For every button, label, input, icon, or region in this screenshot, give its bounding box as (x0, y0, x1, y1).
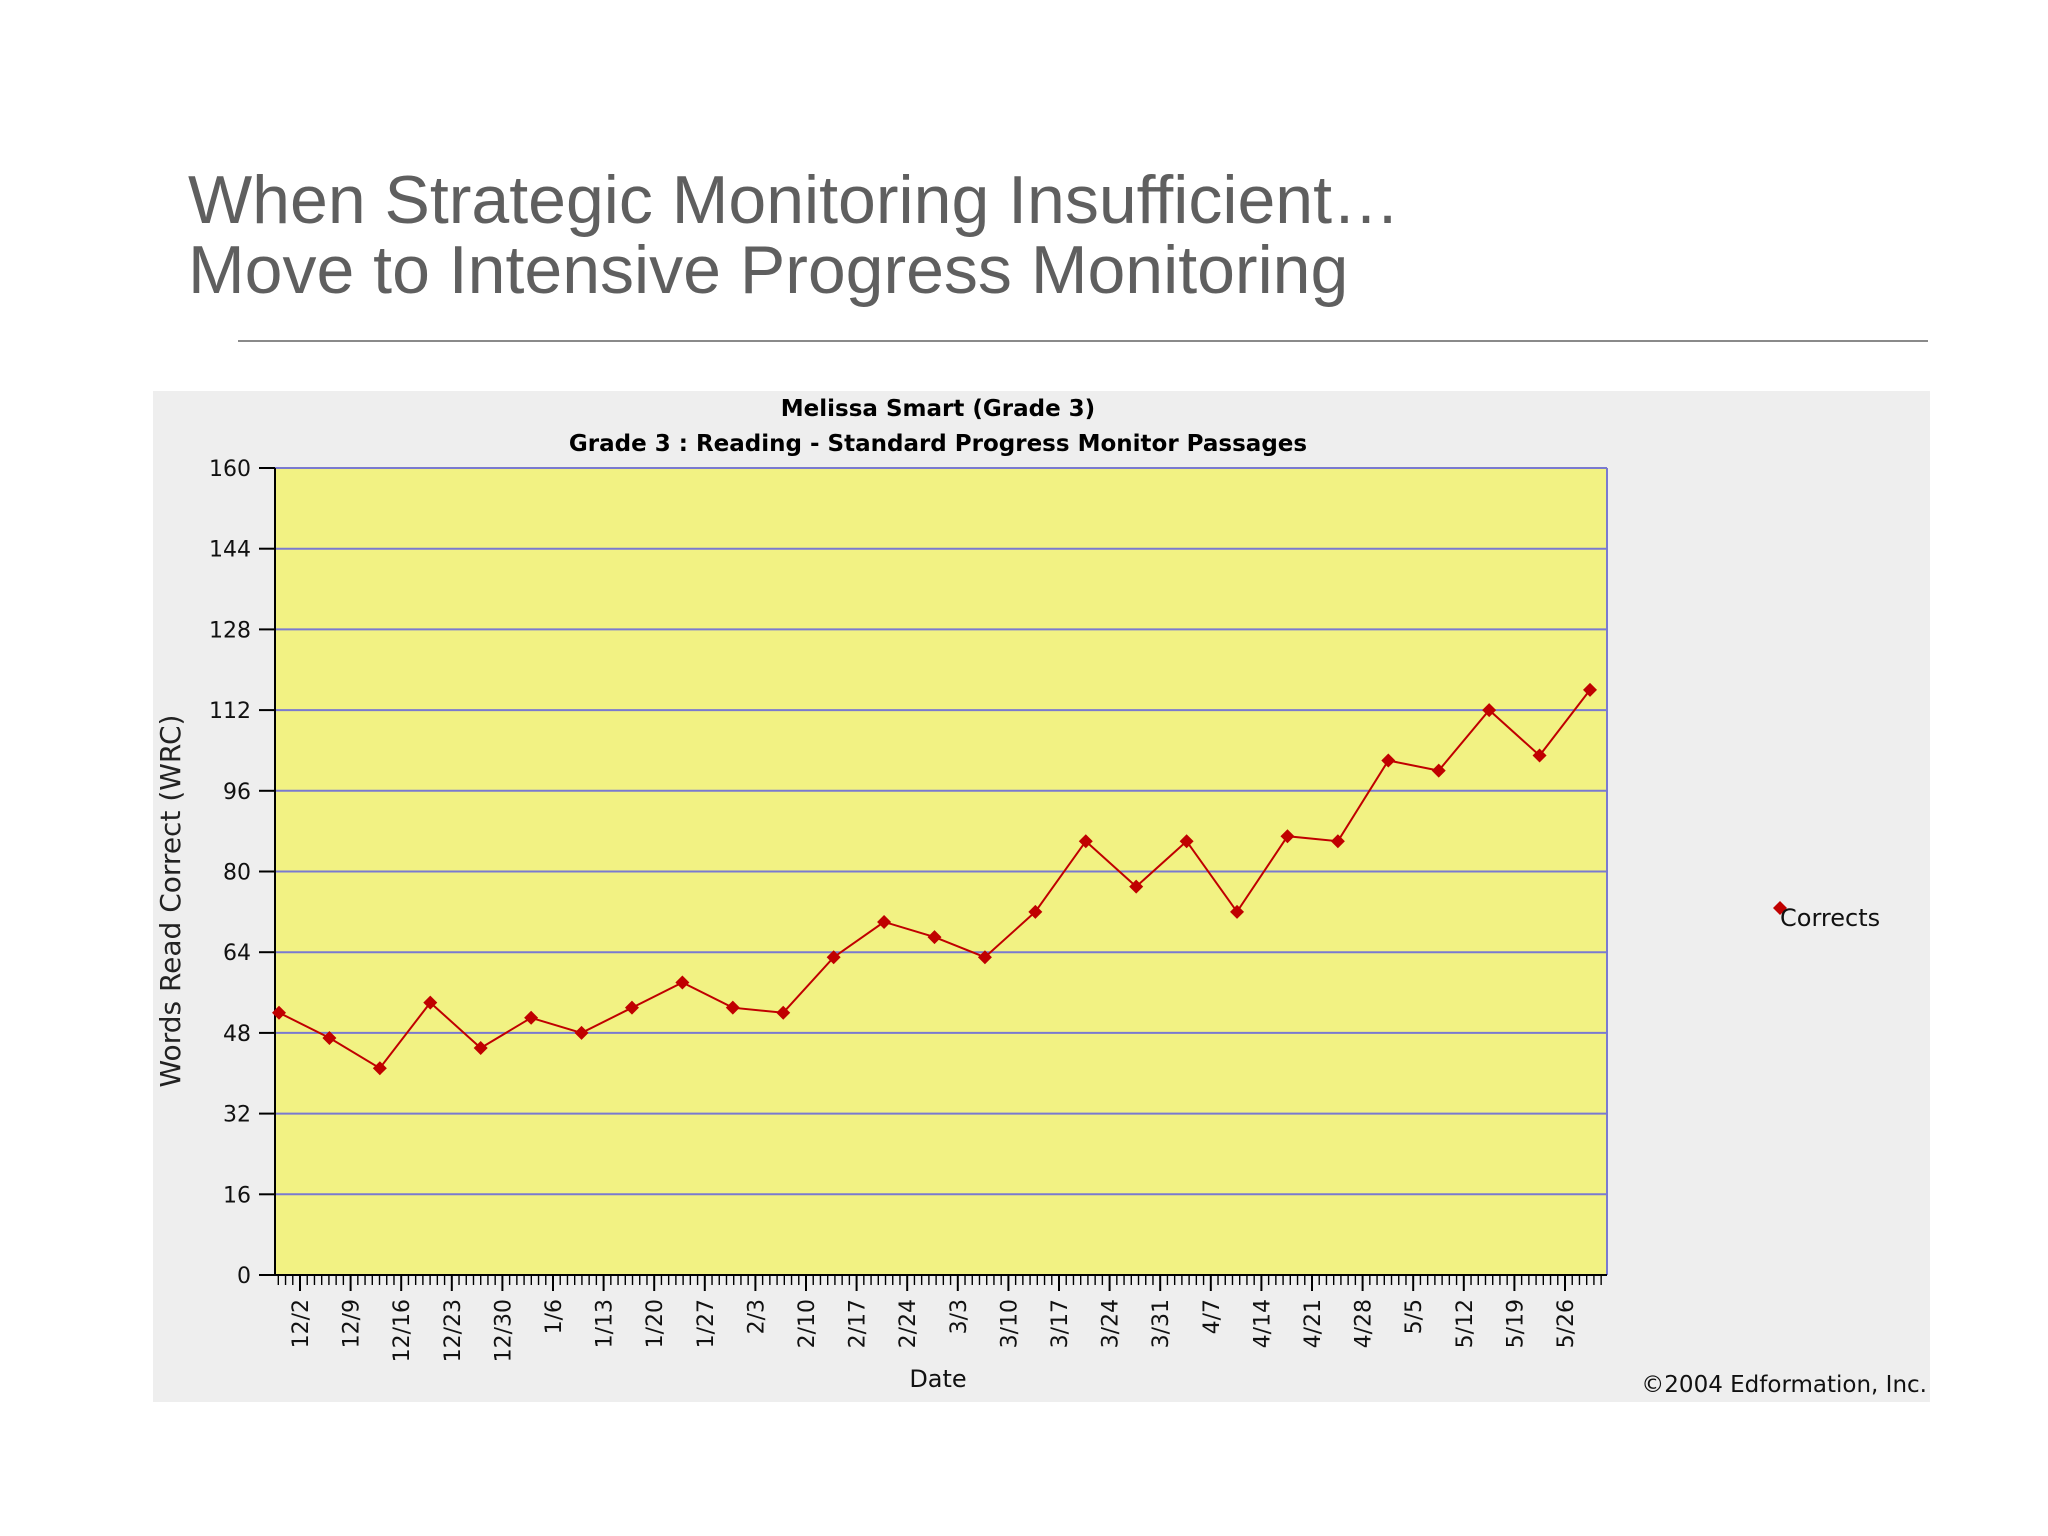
data-point (1179, 834, 1194, 849)
x-tick-label: 5/5 (1402, 1299, 1427, 1334)
data-point (1230, 904, 1245, 919)
x-tick-label: 1/13 (593, 1299, 618, 1348)
x-tick-label: 1/20 (643, 1299, 668, 1348)
y-tick-label: 80 (223, 861, 251, 886)
x-tick-label: 2/24 (896, 1299, 921, 1348)
copyright-text: ©2004 Edformation, Inc. (1641, 1372, 1927, 1398)
data-point (1330, 834, 1345, 849)
x-tick-label: 3/10 (997, 1299, 1022, 1348)
y-tick-label: 0 (237, 1264, 251, 1289)
x-tick-label: 4/14 (1250, 1299, 1275, 1348)
data-point (423, 995, 438, 1010)
x-tick-label: 3/17 (1048, 1299, 1073, 1348)
chart-subtitle: Grade 3 : Reading - Standard Progress Mo… (569, 431, 1307, 457)
data-point (977, 950, 992, 965)
x-tick-label: 12/23 (441, 1299, 466, 1362)
x-tick-label: 5/26 (1554, 1299, 1579, 1348)
data-point (826, 950, 841, 965)
slide-title-line-1: When Strategic Monitoring Insufficient… (188, 162, 1400, 238)
y-tick-label: 128 (209, 618, 251, 643)
data-point (675, 975, 690, 990)
data-point (574, 1025, 589, 1040)
y-tick-label: 96 (223, 780, 251, 805)
progress-chart: Melissa Smart (Grade 3) Grade 3 : Readin… (154, 396, 1927, 1398)
y-axis-label: Words Read Correct (WRC) (154, 715, 187, 1088)
x-tick-label: 12/9 (340, 1299, 365, 1348)
data-point (877, 914, 892, 929)
y-tick-label: 16 (223, 1183, 251, 1208)
y-tick-label: 48 (223, 1022, 251, 1047)
x-tick-label: 3/24 (1099, 1299, 1124, 1348)
y-axis-ticks: 0 16 32 48 64 80 96 112 128 144 160 (209, 457, 275, 1289)
x-tick-label: 3/3 (947, 1299, 972, 1334)
data-point (272, 1005, 286, 1020)
data-point (776, 1005, 791, 1020)
x-axis-label: Date (909, 1365, 966, 1393)
data-point (1482, 703, 1497, 718)
x-tick-label: 1/27 (694, 1299, 719, 1348)
legend-marker-corrects (1773, 901, 1787, 915)
x-tick-label: 4/21 (1301, 1299, 1326, 1348)
title-divider (238, 340, 1928, 342)
data-point (1431, 763, 1446, 778)
x-tick-label: 2/3 (744, 1299, 769, 1334)
y-tick-label: 32 (223, 1103, 251, 1128)
data-point (725, 1000, 740, 1015)
grid-lines (275, 467, 1608, 1275)
x-tick-label: 4/28 (1352, 1299, 1377, 1348)
data-point (1280, 829, 1295, 844)
data-point (1129, 879, 1144, 894)
data-point (1028, 904, 1043, 919)
chart-panel: Melissa Smart (Grade 3) Grade 3 : Readin… (153, 391, 1930, 1402)
chart-title: Melissa Smart (Grade 3) (781, 396, 1095, 422)
y-tick-label: 64 (223, 941, 251, 966)
x-tick-label: 5/12 (1453, 1299, 1478, 1348)
x-axis-ticks: 12/2 12/9 12/16 12/23 12/30 1/6 1/13 1/20 1/27 2/… (277, 1275, 1602, 1362)
data-point (473, 1041, 488, 1056)
x-tick-label: 5/19 (1503, 1299, 1528, 1348)
slide-title-line-2: Move to Intensive Progress Monitoring (188, 232, 1349, 308)
data-point (524, 1010, 539, 1025)
y-tick-label: 144 (209, 538, 251, 563)
series-corrects (272, 682, 1597, 1076)
x-tick-label: 12/16 (390, 1299, 415, 1362)
legend: Corrects (1773, 901, 1880, 932)
data-point (1381, 753, 1396, 768)
data-point (624, 1000, 639, 1015)
x-tick-label: 1/6 (542, 1299, 567, 1334)
y-tick-label: 160 (209, 457, 251, 482)
data-point (1078, 834, 1093, 849)
x-tick-label: 12/30 (491, 1299, 516, 1362)
x-tick-label: 3/31 (1149, 1299, 1174, 1348)
x-tick-label: 12/2 (289, 1299, 314, 1348)
data-point (372, 1061, 387, 1076)
data-point (1583, 682, 1597, 697)
y-tick-label: 112 (209, 699, 251, 724)
x-tick-label: 2/10 (795, 1299, 820, 1348)
data-point (322, 1030, 337, 1045)
legend-label-corrects: Corrects (1780, 904, 1880, 932)
slide-title: When Strategic Monitoring Insufficient… … (188, 165, 1400, 305)
data-point (1532, 748, 1547, 763)
data-point (927, 930, 942, 945)
x-tick-label: 2/17 (846, 1299, 871, 1348)
x-tick-label: 4/7 (1200, 1299, 1225, 1334)
